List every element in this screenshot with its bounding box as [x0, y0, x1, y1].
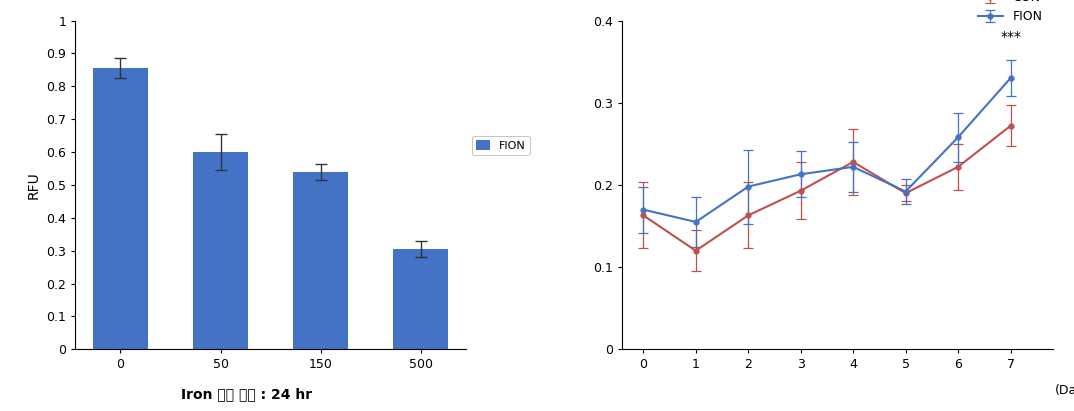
Bar — [193, 152, 248, 349]
Legend: CON, FION: CON, FION — [974, 0, 1046, 27]
Text: Iron 노출 시간 : 24 hr: Iron 노출 시간 : 24 hr — [182, 388, 313, 402]
Bar — [393, 249, 449, 349]
Legend: FION: FION — [471, 136, 529, 155]
Text: (Day): (Day) — [1055, 384, 1074, 397]
Bar — [293, 172, 348, 349]
Bar — [93, 68, 148, 349]
Text: ***: *** — [1000, 30, 1021, 44]
Y-axis label: RFU: RFU — [27, 171, 41, 199]
